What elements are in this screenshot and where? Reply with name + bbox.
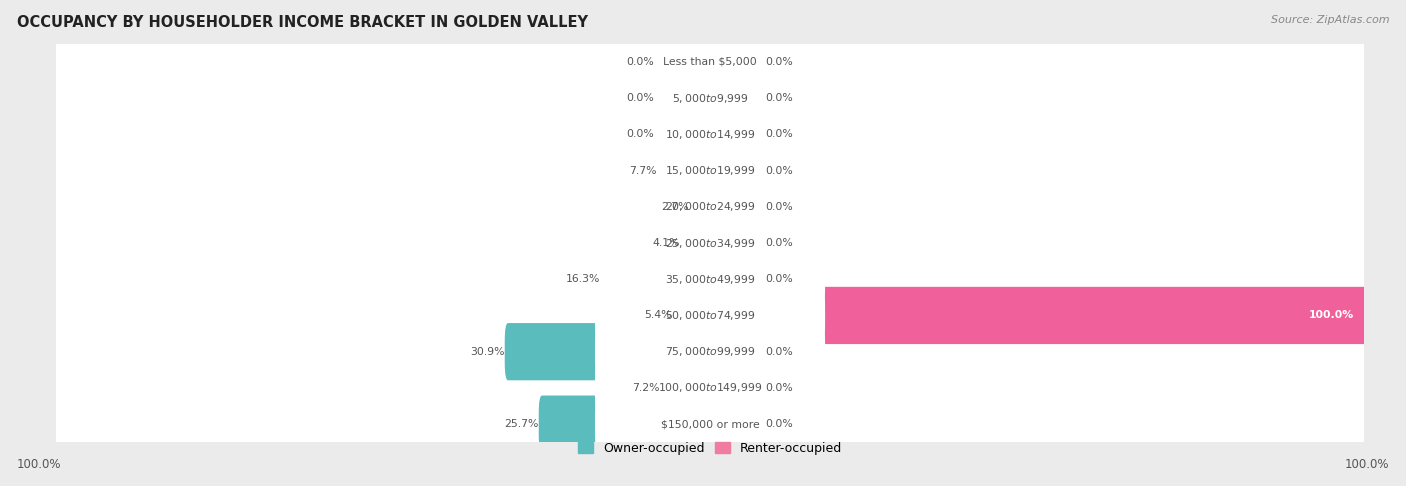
FancyBboxPatch shape xyxy=(657,142,713,199)
Text: 100.0%: 100.0% xyxy=(1309,311,1354,320)
FancyBboxPatch shape xyxy=(707,359,766,417)
FancyBboxPatch shape xyxy=(707,178,766,235)
FancyBboxPatch shape xyxy=(55,144,1365,197)
FancyBboxPatch shape xyxy=(707,214,766,272)
FancyBboxPatch shape xyxy=(595,140,825,200)
Legend: Owner-occupied, Renter-occupied: Owner-occupied, Renter-occupied xyxy=(574,437,846,460)
FancyBboxPatch shape xyxy=(55,252,1365,306)
Text: 0.0%: 0.0% xyxy=(627,57,654,67)
Text: 5.4%: 5.4% xyxy=(644,311,672,320)
Text: 4.1%: 4.1% xyxy=(652,238,681,248)
Text: $5,000 to $9,999: $5,000 to $9,999 xyxy=(672,91,748,104)
Text: 7.2%: 7.2% xyxy=(633,383,659,393)
Text: $20,000 to $24,999: $20,000 to $24,999 xyxy=(665,200,755,213)
FancyBboxPatch shape xyxy=(505,323,713,381)
Text: 0.0%: 0.0% xyxy=(766,93,793,103)
FancyBboxPatch shape xyxy=(55,71,1365,125)
FancyBboxPatch shape xyxy=(707,142,766,199)
FancyBboxPatch shape xyxy=(595,358,825,418)
Text: Less than $5,000: Less than $5,000 xyxy=(664,57,756,67)
FancyBboxPatch shape xyxy=(55,216,1365,270)
FancyBboxPatch shape xyxy=(689,178,713,235)
FancyBboxPatch shape xyxy=(55,398,1365,451)
FancyBboxPatch shape xyxy=(538,396,713,453)
FancyBboxPatch shape xyxy=(595,104,825,164)
Text: 100.0%: 100.0% xyxy=(17,458,62,471)
Text: 0.0%: 0.0% xyxy=(766,202,793,212)
FancyBboxPatch shape xyxy=(595,322,825,382)
FancyBboxPatch shape xyxy=(707,323,766,381)
Text: $25,000 to $34,999: $25,000 to $34,999 xyxy=(665,237,755,249)
Text: $50,000 to $74,999: $50,000 to $74,999 xyxy=(665,309,755,322)
Text: 25.7%: 25.7% xyxy=(505,419,538,429)
FancyBboxPatch shape xyxy=(55,107,1365,161)
FancyBboxPatch shape xyxy=(595,32,825,92)
Text: $150,000 or more: $150,000 or more xyxy=(661,419,759,429)
Text: 0.0%: 0.0% xyxy=(627,129,654,139)
FancyBboxPatch shape xyxy=(55,325,1365,379)
Text: 0.0%: 0.0% xyxy=(627,93,654,103)
Text: OCCUPANCY BY HOUSEHOLDER INCOME BRACKET IN GOLDEN VALLEY: OCCUPANCY BY HOUSEHOLDER INCOME BRACKET … xyxy=(17,15,588,30)
Text: 0.0%: 0.0% xyxy=(766,419,793,429)
Text: $100,000 to $149,999: $100,000 to $149,999 xyxy=(658,382,762,395)
FancyBboxPatch shape xyxy=(707,396,766,453)
FancyBboxPatch shape xyxy=(654,33,713,90)
FancyBboxPatch shape xyxy=(707,287,1367,344)
Text: 0.0%: 0.0% xyxy=(766,383,793,393)
FancyBboxPatch shape xyxy=(55,180,1365,234)
FancyBboxPatch shape xyxy=(707,105,766,163)
Text: 100.0%: 100.0% xyxy=(1344,458,1389,471)
Text: $10,000 to $14,999: $10,000 to $14,999 xyxy=(665,128,755,141)
Text: 0.0%: 0.0% xyxy=(766,238,793,248)
FancyBboxPatch shape xyxy=(55,35,1365,88)
Text: $15,000 to $19,999: $15,000 to $19,999 xyxy=(665,164,755,177)
FancyBboxPatch shape xyxy=(600,251,713,308)
FancyBboxPatch shape xyxy=(595,177,825,237)
Text: $75,000 to $99,999: $75,000 to $99,999 xyxy=(665,345,755,358)
Text: 0.0%: 0.0% xyxy=(766,274,793,284)
Text: 0.0%: 0.0% xyxy=(766,129,793,139)
FancyBboxPatch shape xyxy=(707,69,766,127)
Text: 0.0%: 0.0% xyxy=(766,166,793,175)
Text: 7.7%: 7.7% xyxy=(628,166,657,175)
FancyBboxPatch shape xyxy=(707,251,766,308)
Text: 30.9%: 30.9% xyxy=(470,347,505,357)
FancyBboxPatch shape xyxy=(595,394,825,454)
Text: 2.7%: 2.7% xyxy=(662,202,689,212)
Text: 16.3%: 16.3% xyxy=(565,274,600,284)
FancyBboxPatch shape xyxy=(672,287,713,344)
FancyBboxPatch shape xyxy=(55,289,1365,342)
FancyBboxPatch shape xyxy=(654,105,713,163)
FancyBboxPatch shape xyxy=(654,69,713,127)
FancyBboxPatch shape xyxy=(55,361,1365,415)
Text: Source: ZipAtlas.com: Source: ZipAtlas.com xyxy=(1271,15,1389,25)
Text: 0.0%: 0.0% xyxy=(766,347,793,357)
Text: $35,000 to $49,999: $35,000 to $49,999 xyxy=(665,273,755,286)
FancyBboxPatch shape xyxy=(595,249,825,309)
Text: 0.0%: 0.0% xyxy=(766,57,793,67)
FancyBboxPatch shape xyxy=(595,68,825,128)
FancyBboxPatch shape xyxy=(595,286,825,346)
FancyBboxPatch shape xyxy=(659,359,713,417)
FancyBboxPatch shape xyxy=(681,214,713,272)
FancyBboxPatch shape xyxy=(595,213,825,273)
FancyBboxPatch shape xyxy=(707,33,766,90)
